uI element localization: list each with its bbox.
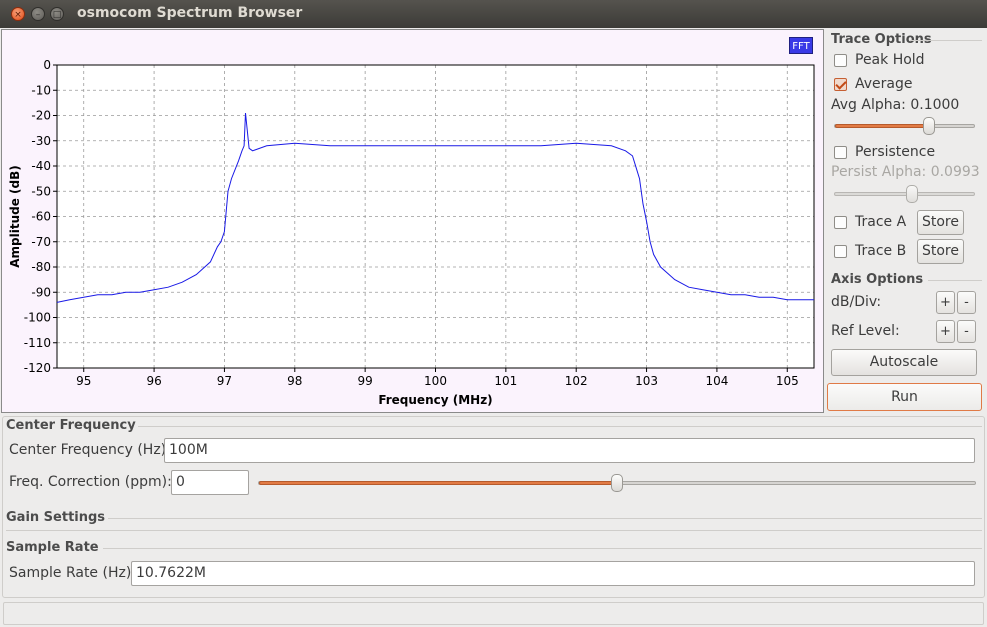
center-frequency-label: Center Frequency (Hz): [9,442,171,458]
y-tick-label: -120 [24,361,51,375]
freq-correction-slider[interactable] [258,474,976,492]
sample-rate-input[interactable]: 10.7622M [131,561,975,586]
x-tick-label: 103 [635,374,658,388]
run-button[interactable]: Run [827,383,982,411]
freq-correction-slider-fill [259,481,617,485]
db-div-minus-button[interactable]: - [957,291,976,314]
y-tick-label: -40 [31,159,51,173]
autoscale-button[interactable]: Autoscale [831,349,977,376]
x-tick-label: 105 [776,374,799,388]
window-title: osmocom Spectrum Browser [77,5,303,21]
title-bar: × – □ osmocom Spectrum Browser [0,0,987,28]
average-check-icon [834,77,847,91]
spectrum-plot[interactable]: 95 96 97 98 99 100 101 102 103 104 105 0 -10 -20 -30 -4… [1,29,824,413]
y-tick-label: -110 [24,336,51,350]
avg-alpha-label: Avg Alpha: 0.1000 [831,97,960,113]
y-tick-label: -70 [31,235,51,249]
trace-b-checkbox[interactable]: Trace B [834,242,906,260]
peak-hold-check-icon [834,53,847,67]
settings-frame [2,416,985,598]
x-tick-label: 99 [358,374,373,388]
x-tick-label: 101 [494,374,517,388]
y-tick-label: -20 [31,109,51,123]
separator [103,548,982,549]
y-tick-label: -50 [31,184,51,198]
peak-hold-checkbox[interactable]: Peak Hold [834,51,925,69]
store-trace-b-button[interactable]: Store [917,239,964,264]
axis-options-title: Axis Options [831,272,924,287]
persistence-checkbox[interactable]: Persistence [834,143,935,161]
spectrum-trace [56,112,814,303]
ref-level-label: Ref Level: [831,323,900,339]
persistence-check-icon [834,145,847,159]
avg-alpha-slider-knob[interactable] [923,117,935,135]
y-tick-label: -90 [31,285,51,299]
separator [6,530,982,531]
separator [138,426,982,427]
maximize-window-button[interactable]: □ [50,7,64,21]
x-tick-label: 97 [217,374,232,388]
ref-level-plus-button[interactable]: + [936,320,955,343]
y-axis-label: Amplitude (dB) [8,165,22,268]
x-axis-label: Frequency (MHz) [378,393,492,407]
store-trace-a-button[interactable]: Store [917,210,964,235]
x-tick-label: 104 [705,374,728,388]
average-checkbox[interactable]: Average [834,75,913,93]
y-tick-label: -30 [31,134,51,148]
db-div-label: dB/Div: [831,294,882,310]
x-tick-label: 102 [565,374,588,388]
minimize-window-button[interactable]: – [31,7,45,21]
persist-alpha-slider-knob[interactable] [906,185,918,203]
sample-rate-title: Sample Rate [6,540,99,555]
ref-level-minus-button[interactable]: - [957,320,976,343]
y-tick-label: -100 [24,311,51,325]
y-tick-label: -10 [31,83,51,97]
gain-settings-title: Gain Settings [6,510,106,525]
persist-alpha-label: Persist Alpha: 0.0993 [831,164,980,180]
separator [108,518,982,519]
sample-rate-label: Sample Rate (Hz): [9,565,137,581]
freq-correction-slider-knob[interactable] [611,474,623,492]
average-label: Average [855,76,913,92]
trace-a-label: Trace A [855,214,907,230]
y-tick-label: -80 [31,260,51,274]
x-tick-label: 96 [146,374,161,388]
db-div-plus-button[interactable]: + [936,291,955,314]
x-tick-label: 100 [424,374,447,388]
trace-options-title: Trace Options [831,32,932,47]
avg-alpha-slider-fill [835,124,930,128]
options-panel: Trace Options Peak Hold Average Avg Alph… [826,29,987,413]
freq-correction-label: Freq. Correction (ppm): [9,474,172,490]
freq-correction-input[interactable]: 0 [171,470,249,495]
persist-alpha-slider[interactable] [834,185,975,203]
persistence-label: Persistence [855,144,936,160]
plot-frame [56,64,815,369]
separator [910,40,982,41]
trace-a-check-icon [834,215,847,229]
separator [928,280,982,281]
y-tick-label: 0 [43,58,51,72]
fft-badge: FFT [789,37,813,54]
trace-b-check-icon [834,244,847,258]
y-tick-label: -60 [31,210,51,224]
x-tick-label: 95 [76,374,91,388]
spectrum-plot-canvas: 95 96 97 98 99 100 101 102 103 104 105 0 -10 -20 -30 -4… [8,58,815,407]
trace-a-checkbox[interactable]: Trace A [834,213,906,231]
center-frequency-title: Center Frequency [6,418,136,433]
x-tick-label: 98 [287,374,302,388]
trace-b-label: Trace B [855,243,907,259]
avg-alpha-slider[interactable] [834,117,975,135]
peak-hold-label: Peak Hold [855,52,925,68]
center-frequency-input[interactable]: 100M [164,438,975,463]
close-window-button[interactable]: × [11,7,25,21]
status-bar [3,602,984,625]
